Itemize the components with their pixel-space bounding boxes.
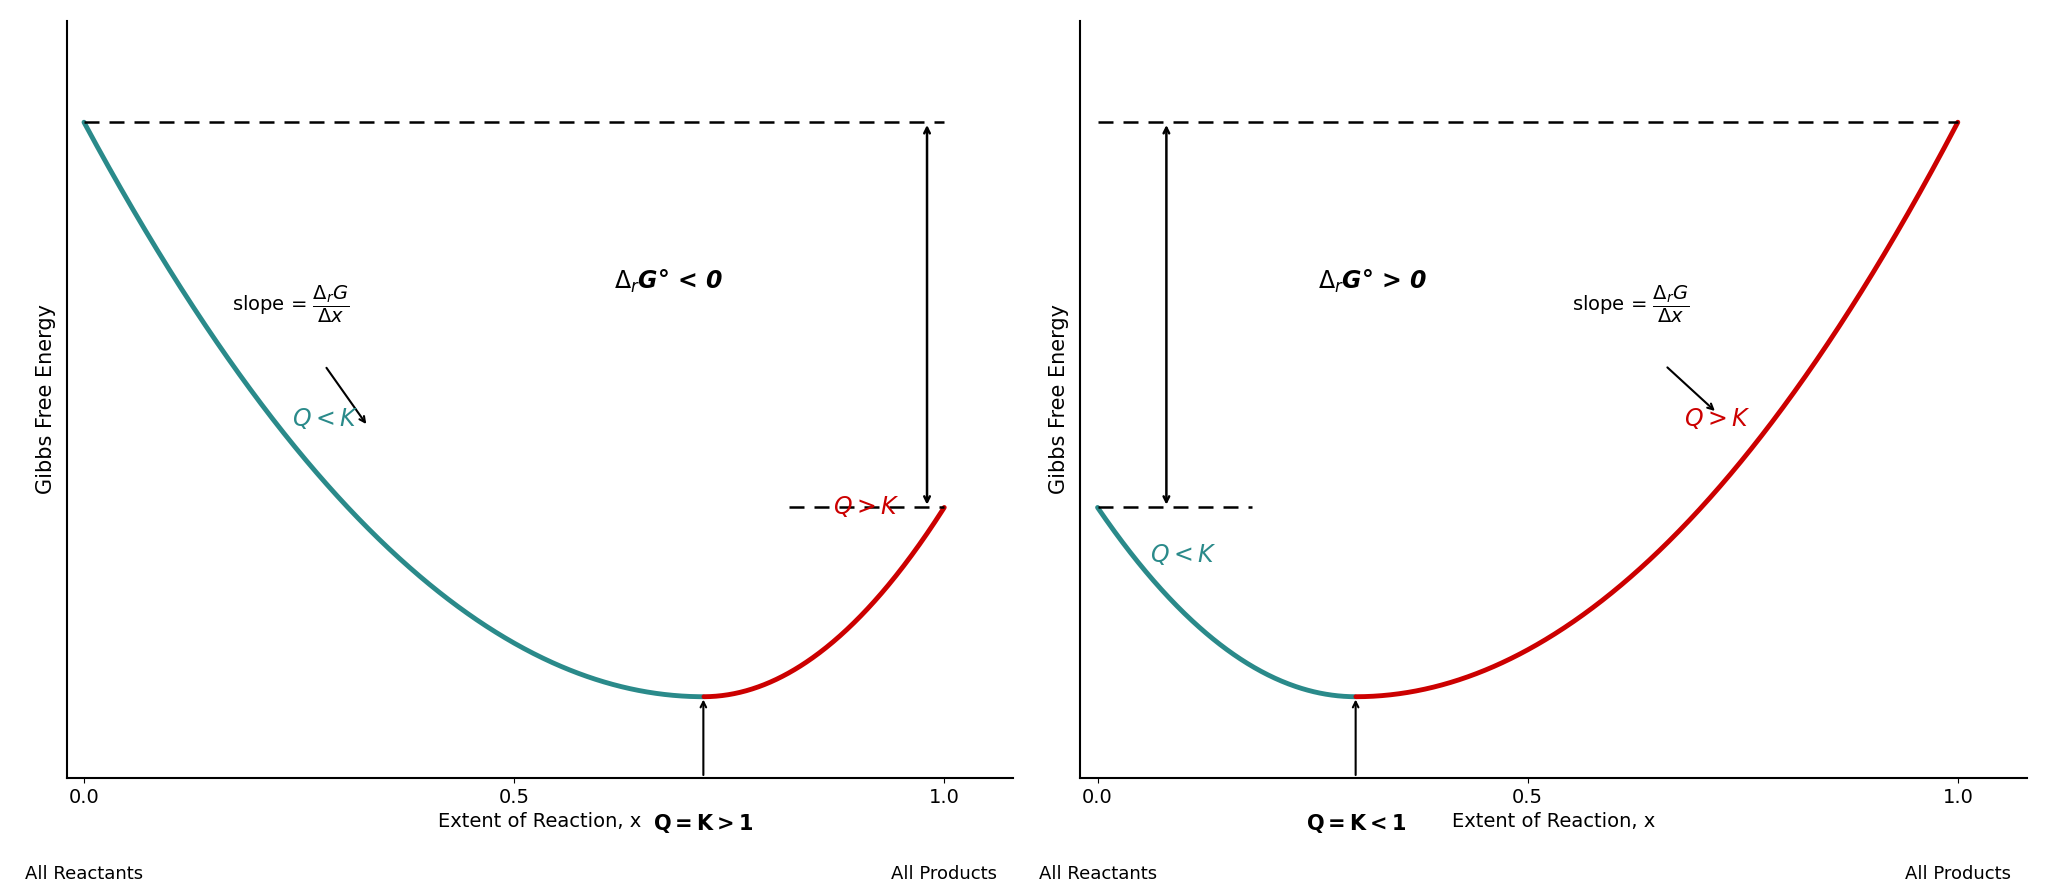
Text: $\Delta_r$G° < 0: $\Delta_r$G° < 0 (614, 267, 723, 295)
Text: All Products: All Products (1905, 865, 2011, 883)
Text: $\mathbf{Q = K < 1}$: $\mathbf{Q = K < 1}$ (1305, 812, 1405, 834)
Y-axis label: Gibbs Free Energy: Gibbs Free Energy (1049, 305, 1069, 495)
Text: All Reactants: All Reactants (1038, 865, 1157, 883)
Text: $Q < K$: $Q < K$ (1151, 541, 1217, 566)
X-axis label: Extent of Reaction, x: Extent of Reaction, x (438, 812, 641, 831)
Text: $\Delta_r$G° > 0: $\Delta_r$G° > 0 (1319, 267, 1427, 295)
Text: $Q > K$: $Q > K$ (1683, 407, 1751, 431)
Text: $\mathbf{Q = K > 1}$: $\mathbf{Q = K > 1}$ (653, 812, 754, 834)
Text: slope = $\dfrac{\Delta_r G}{\Delta x}$: slope = $\dfrac{\Delta_r G}{\Delta x}$ (1573, 284, 1690, 325)
X-axis label: Extent of Reaction, x: Extent of Reaction, x (1452, 812, 1655, 831)
Text: All Reactants: All Reactants (25, 865, 143, 883)
Text: slope = $\dfrac{\Delta_r G}{\Delta x}$: slope = $\dfrac{\Delta_r G}{\Delta x}$ (231, 284, 348, 325)
Y-axis label: Gibbs Free Energy: Gibbs Free Energy (35, 305, 55, 495)
Text: $Q > K$: $Q > K$ (834, 495, 901, 519)
Text: $Q < K$: $Q < K$ (291, 407, 358, 431)
Text: All Products: All Products (891, 865, 997, 883)
